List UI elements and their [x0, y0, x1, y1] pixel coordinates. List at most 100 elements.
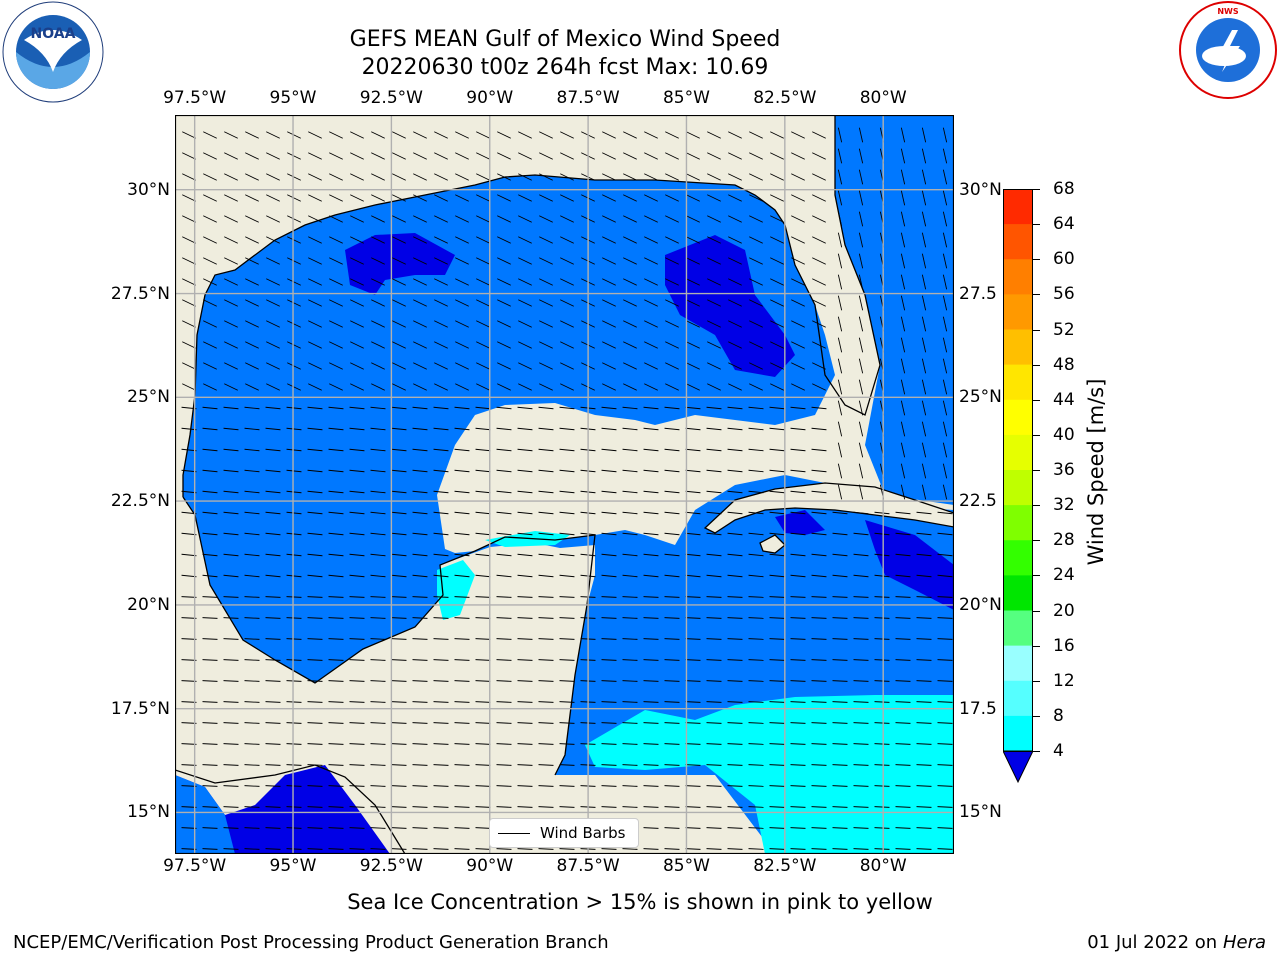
wind-barb: [349, 511, 365, 515]
wind-barb: [853, 638, 869, 640]
wind-barb: [853, 574, 869, 578]
wind-barb: [412, 448, 428, 452]
wind-barb: [266, 278, 280, 286]
wind-barb: [328, 406, 344, 410]
wind-barb: [643, 553, 659, 557]
wind-barb: [853, 743, 869, 745]
wind-barb: [837, 484, 843, 500]
wind-barb: [706, 427, 722, 431]
wind-barb: [664, 680, 680, 682]
wind-barb: [858, 442, 864, 458]
wind-barb: [245, 299, 259, 307]
wind-barb: [265, 743, 281, 745]
wind-barb: [266, 131, 280, 139]
wind-barb: [853, 764, 869, 766]
wind-barb: [286, 448, 302, 452]
wind-barb: [350, 320, 364, 328]
wind-barb: [518, 278, 532, 286]
wind-barb: [202, 848, 218, 850]
colorbar-tick-label: 4: [1053, 741, 1064, 761]
colorbar-tick-label: 44: [1053, 389, 1075, 410]
wind-barb: [559, 722, 575, 724]
wind-barb: [202, 764, 218, 766]
wind-barb: [664, 722, 680, 724]
wind-barb: [391, 574, 407, 578]
wind-barb: [791, 341, 805, 349]
wind-barb: [622, 806, 638, 808]
wind-barb: [622, 469, 638, 473]
wind-barb: [749, 173, 763, 181]
wind-barb: [245, 152, 259, 160]
wind-barb: [433, 659, 449, 661]
wind-barb: [391, 827, 407, 829]
lat-lon-gridlines: [175, 115, 954, 854]
wind-barb: [749, 236, 763, 244]
colorbar-segment: [1003, 505, 1033, 541]
wind-barb: [644, 131, 658, 139]
wind-barb: [265, 785, 281, 787]
wind-barb: [539, 173, 553, 181]
wind-barb: [853, 617, 869, 619]
wind-barb: [559, 806, 575, 808]
colorbar-tick-mark: [1033, 715, 1040, 717]
wind-barb: [916, 617, 932, 619]
wind-barb: [349, 827, 365, 829]
wind-barb: [900, 337, 906, 353]
wind-barb: [686, 362, 700, 370]
wind-barb: [728, 236, 742, 244]
wind-barb: [560, 341, 574, 349]
wind-barb: [517, 806, 533, 808]
wind-barb: [392, 131, 406, 139]
wind-barb: [475, 532, 491, 536]
wind-barb: [202, 596, 218, 598]
wind-barb: [349, 406, 365, 410]
wind-barb: [266, 173, 280, 181]
wind-barb: [748, 574, 764, 578]
wind-barb: [900, 421, 906, 437]
wind-barb: [937, 574, 953, 578]
wind-barb: [644, 320, 658, 328]
wind-barb: [391, 722, 407, 724]
wind-barb: [790, 785, 806, 787]
wind-barb: [287, 173, 301, 181]
wind-barb: [770, 320, 784, 328]
wind-barb: [434, 341, 448, 349]
wind-barb: [518, 257, 532, 265]
wind-barb: [749, 257, 763, 265]
wind-barb: [790, 553, 806, 557]
wind-barb: [858, 337, 864, 353]
wind-barb: [643, 596, 659, 598]
wind-barb: [643, 469, 659, 473]
wind-barb: [329, 215, 343, 223]
wind-barb: [916, 722, 932, 724]
wind-barb: [454, 806, 470, 808]
wind-barb: [916, 596, 932, 598]
wind-barb: [707, 278, 721, 286]
lon-tick-top: 85°W: [662, 88, 710, 108]
wind-barb: [455, 362, 469, 370]
wind-barb: [748, 764, 764, 766]
wind-barb: [245, 278, 259, 286]
colorbar-segment: [1003, 645, 1033, 682]
wind-barb: [706, 553, 722, 557]
wind-barb: [748, 448, 764, 452]
wind-barb: [454, 827, 470, 829]
wind-barb: [307, 574, 323, 578]
wind-barb: [858, 148, 864, 164]
wind-barb: [496, 490, 512, 494]
wind-barb: [538, 406, 554, 410]
wind-barb: [287, 299, 301, 307]
lat-tick-right: 22.5: [959, 491, 997, 512]
wind-barb: [832, 659, 848, 661]
wind-barb: [623, 257, 637, 265]
wind-barb: [328, 617, 344, 619]
wind-barb: [748, 680, 764, 682]
wind-barb: [874, 532, 890, 536]
wind-barb: [538, 659, 554, 661]
wind-barb: [244, 848, 260, 850]
wind-barb: [790, 490, 806, 494]
wind-barb: [916, 701, 932, 703]
wind-barb: [706, 722, 722, 724]
wind-barb: [244, 532, 260, 536]
wind-barb: [623, 341, 637, 349]
